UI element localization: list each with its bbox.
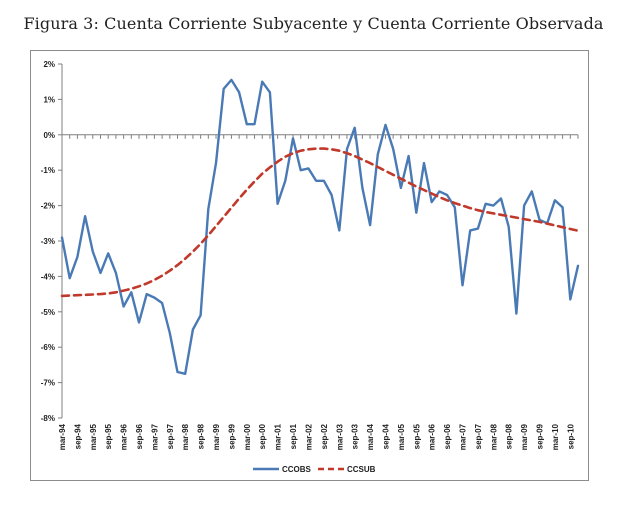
x-tick-label: sep-95	[104, 423, 113, 449]
x-tick-label: mar-01	[274, 423, 283, 450]
series-line-ccsub	[60, 147, 580, 298]
series-line-ccobs	[60, 78, 580, 375]
legend: CCOBS CCSUB	[253, 465, 376, 474]
y-tick-label: -3%	[41, 237, 55, 246]
y-tick-labels: 2% 1% 0% -1% -2% -3% -4% -5% -6% -7% -8%	[41, 60, 55, 423]
x-tick-label: sep-96	[135, 423, 144, 449]
x-tick-label: mar-96	[120, 423, 129, 450]
x-tick-label: sep-01	[289, 423, 298, 449]
y-tick-label: 0%	[43, 131, 55, 140]
x-tick-label: mar-98	[181, 423, 190, 450]
y-tick-label: -4%	[41, 272, 55, 281]
x-tick-label: mar-06	[428, 423, 437, 450]
x-tick-label: mar-02	[304, 423, 313, 450]
x-tick-label: sep-08	[505, 423, 514, 449]
x-tick-label: sep-98	[197, 423, 206, 449]
x-tick-label: mar-99	[212, 423, 221, 450]
x-tick-label: sep-09	[535, 423, 544, 449]
x-tick-label: mar-07	[458, 423, 467, 450]
x-tick-label: sep-06	[443, 423, 452, 449]
x-tick-label: sep-05	[412, 423, 421, 449]
y-tick-label: -5%	[41, 308, 55, 317]
x-tick-label: sep-97	[166, 423, 175, 449]
figure-title: Figura 3: Cuenta Corriente Subyacente y …	[23, 14, 604, 33]
x-tick-label: mar-03	[335, 423, 344, 450]
y-tick-label: -7%	[41, 379, 55, 388]
y-tick-label: 1%	[43, 95, 55, 104]
y-tick-label: 2%	[43, 60, 55, 69]
x-tick-label: sep-00	[258, 423, 267, 449]
series-lines	[60, 78, 580, 375]
x-tick-label: sep-10	[566, 423, 575, 449]
x-tick-label: mar-09	[520, 423, 529, 450]
x-tick-label: mar-00	[243, 423, 252, 450]
legend-label-ccobs: CCOBS	[282, 465, 312, 474]
y-tick-label: -2%	[41, 202, 55, 211]
x-tick-label: mar-10	[551, 423, 560, 450]
x-tick-label: mar-04	[366, 423, 375, 450]
x-tick-label: sep-03	[351, 423, 360, 449]
y-tick-label: -6%	[41, 343, 55, 352]
x-tick-label: mar-08	[489, 423, 498, 450]
x-tick-label: sep-02	[320, 423, 329, 449]
y-tick-label: -1%	[41, 166, 55, 175]
x-tick-label: sep-04	[381, 423, 390, 449]
x-tick-label: mar-05	[397, 423, 406, 450]
y-tick-label: -8%	[41, 414, 55, 423]
x-tick-label: sep-07	[474, 423, 483, 449]
x-tick-label: sep-99	[227, 423, 236, 449]
legend-label-ccsub: CCSUB	[347, 465, 376, 474]
x-tick-label: mar-95	[89, 423, 98, 450]
chart-frame	[30, 50, 589, 481]
x-tick-label: sep-94	[73, 423, 82, 449]
x-tick-label: mar-97	[150, 423, 159, 450]
x-tick-labels: mar-94 sep-94 mar-95 sep-95 mar-96 sep-96 mar-…	[58, 423, 575, 450]
chart-axes	[58, 63, 579, 419]
x-tick-label: mar-94	[58, 423, 67, 450]
